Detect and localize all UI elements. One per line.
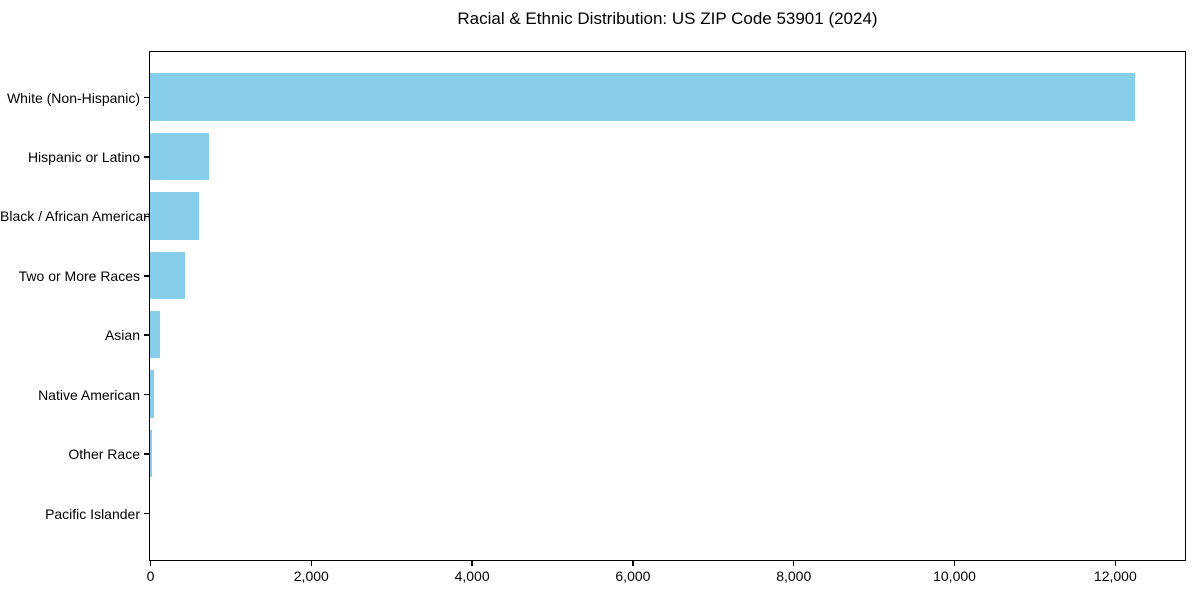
y-tick-label-other-race: Other Race [68,446,140,463]
y-tick-label-hispanic-or-latino: Hispanic or Latino [27,148,140,165]
x-tick-label-4000: 4,000 [454,568,490,584]
x-tick-mark [471,561,473,566]
bar-two-or-more-races [150,251,185,300]
y-tick-mark [144,275,149,277]
bar-black-african-american [150,192,200,240]
y-tick-mark [144,215,149,218]
x-tick-mark [310,561,313,566]
y-tick-label-black-african-american: Black / African American [0,208,151,225]
bar-white-non-hispanic [150,73,1135,121]
plot-area [149,51,1186,561]
x-tick-label-6000: 6,000 [615,568,651,584]
y-tick-label-native-american: Native American [38,386,140,403]
x-tick-mark [792,561,795,566]
y-tick-label-pacific-islander: Pacific Islander [45,505,140,522]
y-tick-label-asian: Asian [104,327,140,344]
y-tick-mark [144,453,149,455]
y-tick-mark [144,334,149,336]
y-tick-mark [144,512,149,515]
y-tick-mark [144,96,149,99]
x-tick-label-8000: 8,000 [776,568,812,584]
x-tick-label-2000: 2,000 [293,568,329,584]
bar-asian [150,310,160,359]
x-tick-mark [149,561,152,566]
x-tick-mark [632,561,634,566]
x-tick-label-10000: 10,000 [933,568,976,584]
x-tick-label-0: 0 [146,568,155,584]
x-tick-mark [1114,561,1117,566]
y-tick-mark [144,393,149,396]
y-tick-label-white-non-hispanic: White (Non-Hispanic) [6,89,140,106]
bar-other-race [150,429,153,478]
y-tick-label-two-or-more-races: Two or More Races [18,267,140,284]
bar-native-american [150,370,155,418]
x-tick-mark [953,561,956,566]
x-tick-label-12000: 12,000 [1093,568,1137,584]
y-tick-mark [144,156,149,158]
bar-hispanic-or-latino [150,132,210,181]
chart-title: Racial & Ethnic Distribution: US ZIP Cod… [457,9,878,28]
